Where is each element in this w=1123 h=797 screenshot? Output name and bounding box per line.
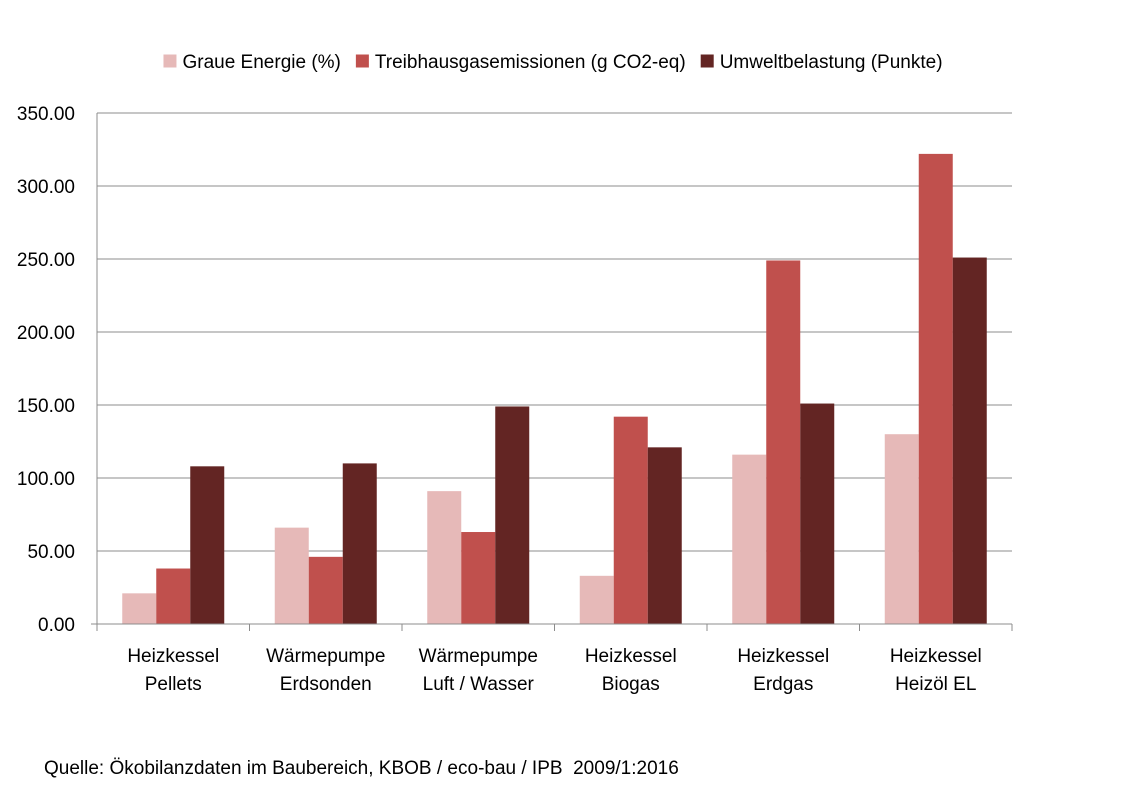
y-axis: 0.00 50.00 100.00 150.00 200.00 250.00 300.00 3… [17, 104, 98, 636]
legend-label: Treibhausgasemissionen (g CO2-eq) [375, 52, 686, 73]
x-category-label: Heizkessel Erdgas [737, 646, 829, 695]
bar [156, 568, 191, 624]
bar [952, 257, 987, 624]
legend-swatch [355, 54, 369, 68]
bar [495, 406, 530, 624]
x-category-label: Wärmepumpe Erdsonden [266, 646, 385, 695]
legend: Graue Energie (%) Treibhausgasemissionen … [163, 52, 943, 73]
gridlines [97, 112, 1012, 552]
y-tick-label: 0.00 [38, 615, 75, 636]
bar [461, 532, 496, 624]
bar [800, 403, 835, 624]
y-tick-label: 300.00 [17, 177, 75, 198]
y-tick-label: 150.00 [17, 396, 75, 417]
legend-label: Graue Energie (%) [182, 52, 340, 73]
bar [613, 416, 648, 624]
y-tick-label: 350.00 [17, 104, 75, 125]
bar [342, 463, 377, 624]
x-category-label: Wärmepumpe Luft / Wasser [419, 646, 538, 695]
legend-swatch [163, 54, 177, 68]
bar [766, 260, 801, 624]
source-note: Quelle: Ökobilanzdaten im Baubereich, KB… [44, 758, 679, 779]
bar [122, 593, 157, 624]
x-axis: Heizkessel Pellets Wärmepumpe Erdsonden Wärm… [91, 623, 1013, 695]
legend-label: Umweltbelastung (Punkte) [720, 52, 943, 73]
bar [308, 556, 343, 624]
bar [884, 434, 919, 624]
bar [427, 491, 462, 624]
bar [190, 466, 225, 624]
y-tick-label: 200.00 [17, 323, 75, 344]
x-category-label: Heizkessel Pellets [127, 646, 219, 695]
bar [647, 447, 682, 624]
bar [918, 153, 953, 624]
x-category-label: Heizkessel Heizöl EL [890, 646, 982, 695]
bar [579, 575, 614, 624]
legend-swatch [700, 54, 714, 68]
y-tick-label: 50.00 [27, 542, 75, 563]
x-category-label: Heizkessel Biogas [585, 646, 677, 695]
bar [732, 454, 767, 624]
y-tick-label: 250.00 [17, 250, 75, 271]
bar [274, 527, 309, 624]
bars [122, 153, 987, 624]
y-tick-label: 100.00 [17, 469, 75, 490]
